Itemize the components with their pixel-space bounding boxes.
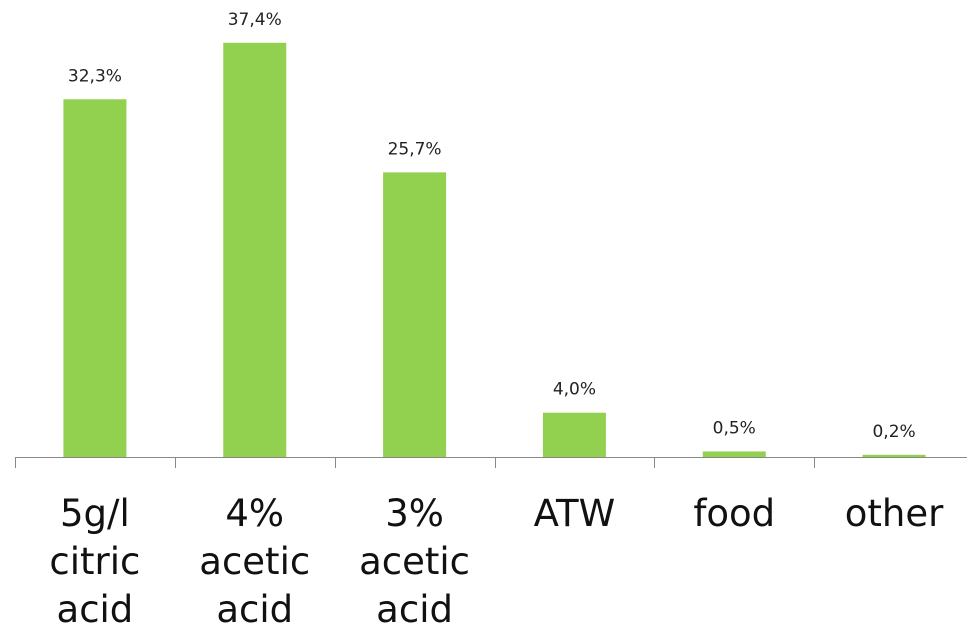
category-label: 5g/l citric acid — [49, 492, 140, 631]
x-axis — [15, 457, 967, 468]
bar — [542, 412, 606, 457]
data-label: 4,0% — [553, 380, 596, 400]
bar — [383, 172, 447, 457]
category-label: food — [693, 492, 775, 535]
category-label-line: 3% — [385, 492, 444, 535]
data-label: 0,5% — [713, 418, 756, 438]
category-label-line: acid — [376, 588, 453, 631]
bar — [63, 99, 127, 457]
category-label: ATW — [534, 492, 616, 535]
category-label-line: acid — [216, 588, 293, 631]
data-labels: 32,3% 37,4% 25,7% 4,0% 0,5% 0,2% — [68, 10, 916, 442]
data-label: 32,3% — [68, 66, 122, 86]
data-label: 37,4% — [228, 10, 282, 30]
category-label-line: acetic — [359, 540, 470, 583]
category-label: 4% acetic acid — [199, 492, 310, 631]
bars — [63, 42, 926, 458]
category-label-line: acid — [57, 588, 134, 631]
category-label-line: citric — [49, 540, 140, 583]
category-label-line: other — [845, 492, 944, 535]
category-label-line: 5g/l — [60, 492, 130, 535]
bar — [702, 451, 766, 457]
category-label: other — [845, 492, 944, 535]
category-label-line: 4% — [225, 492, 284, 535]
category-label-line: acetic — [199, 540, 310, 583]
bar — [862, 454, 926, 457]
category-label-line: food — [693, 492, 775, 535]
bar — [223, 42, 287, 458]
data-label: 0,2% — [872, 422, 915, 442]
category-label-line: ATW — [534, 492, 616, 535]
category-labels: 5g/l citric acid 4% acetic acid 3% acetic acid AT… — [49, 492, 944, 631]
data-label: 25,7% — [388, 139, 442, 159]
category-label: 3% acetic acid — [359, 492, 470, 631]
